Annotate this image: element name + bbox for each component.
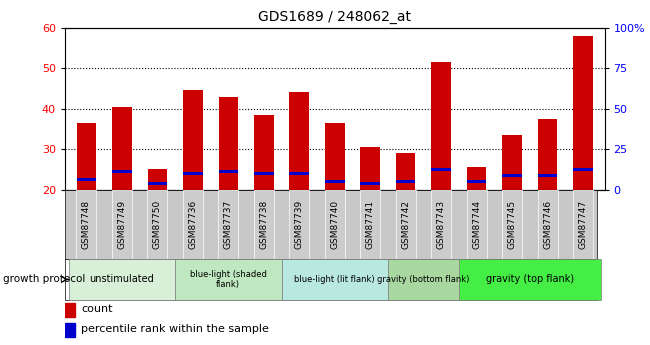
Text: gravity (top flank): gravity (top flank) xyxy=(486,275,574,284)
FancyBboxPatch shape xyxy=(289,190,309,259)
Bar xyxy=(325,180,344,184)
Text: blue-light (lit flank): blue-light (lit flank) xyxy=(294,275,375,284)
Text: GSM87741: GSM87741 xyxy=(366,200,375,249)
Bar xyxy=(112,107,131,190)
Bar xyxy=(502,135,522,190)
FancyBboxPatch shape xyxy=(65,190,597,259)
Text: GSM87742: GSM87742 xyxy=(401,200,410,249)
Bar xyxy=(65,323,75,337)
Bar xyxy=(502,174,522,177)
Text: GSM87746: GSM87746 xyxy=(543,200,552,249)
Text: GSM87743: GSM87743 xyxy=(437,200,446,249)
FancyBboxPatch shape xyxy=(388,259,459,300)
Text: blue-light (shaded
flank): blue-light (shaded flank) xyxy=(190,270,266,289)
Bar xyxy=(289,172,309,175)
FancyBboxPatch shape xyxy=(147,190,168,259)
Text: GSM87740: GSM87740 xyxy=(330,200,339,249)
Text: GSM87747: GSM87747 xyxy=(578,200,588,249)
Bar xyxy=(65,303,75,317)
FancyBboxPatch shape xyxy=(112,190,132,259)
Text: GSM87745: GSM87745 xyxy=(508,200,517,249)
Bar xyxy=(396,153,415,190)
Text: growth protocol: growth protocol xyxy=(3,275,86,284)
Bar xyxy=(361,147,380,190)
Bar xyxy=(432,168,451,171)
Text: GSM87750: GSM87750 xyxy=(153,200,162,249)
FancyBboxPatch shape xyxy=(324,190,345,259)
Text: GSM87736: GSM87736 xyxy=(188,200,198,249)
Bar xyxy=(396,180,415,184)
Text: GSM87744: GSM87744 xyxy=(472,200,481,249)
Bar xyxy=(112,170,131,173)
FancyBboxPatch shape xyxy=(175,259,281,300)
Bar xyxy=(148,169,167,190)
Bar xyxy=(432,62,451,190)
Bar xyxy=(573,168,593,171)
Bar xyxy=(538,174,558,177)
Text: GSM87748: GSM87748 xyxy=(82,200,91,249)
FancyBboxPatch shape xyxy=(573,190,593,259)
Bar xyxy=(573,36,593,190)
FancyBboxPatch shape xyxy=(76,190,96,259)
Bar xyxy=(77,178,96,181)
FancyBboxPatch shape xyxy=(467,190,487,259)
FancyBboxPatch shape xyxy=(218,190,239,259)
FancyBboxPatch shape xyxy=(431,190,451,259)
Bar xyxy=(218,170,238,173)
FancyBboxPatch shape xyxy=(68,259,175,300)
Bar xyxy=(289,92,309,190)
FancyBboxPatch shape xyxy=(538,190,558,259)
Bar xyxy=(254,172,274,175)
Bar xyxy=(254,115,274,190)
Text: GSM87737: GSM87737 xyxy=(224,200,233,249)
Bar xyxy=(538,119,558,190)
FancyBboxPatch shape xyxy=(281,259,388,300)
Bar xyxy=(467,180,486,184)
Bar xyxy=(361,182,380,186)
Text: percentile rank within the sample: percentile rank within the sample xyxy=(81,324,269,334)
Text: unstimulated: unstimulated xyxy=(90,275,154,284)
Text: count: count xyxy=(81,304,112,314)
Text: gravity (bottom flank): gravity (bottom flank) xyxy=(377,275,470,284)
FancyBboxPatch shape xyxy=(502,190,523,259)
Bar xyxy=(218,97,238,190)
FancyBboxPatch shape xyxy=(254,190,274,259)
Bar xyxy=(183,90,203,190)
Bar xyxy=(148,182,167,186)
Title: GDS1689 / 248062_at: GDS1689 / 248062_at xyxy=(258,10,411,24)
FancyBboxPatch shape xyxy=(360,190,380,259)
Bar xyxy=(325,123,344,190)
Text: GSM87739: GSM87739 xyxy=(294,200,304,249)
FancyBboxPatch shape xyxy=(459,259,601,300)
Bar xyxy=(183,172,203,175)
FancyBboxPatch shape xyxy=(65,259,597,300)
Text: GSM87738: GSM87738 xyxy=(259,200,268,249)
FancyBboxPatch shape xyxy=(183,190,203,259)
FancyBboxPatch shape xyxy=(396,190,416,259)
Text: GSM87749: GSM87749 xyxy=(117,200,126,249)
Bar xyxy=(467,167,486,190)
Bar xyxy=(77,123,96,190)
